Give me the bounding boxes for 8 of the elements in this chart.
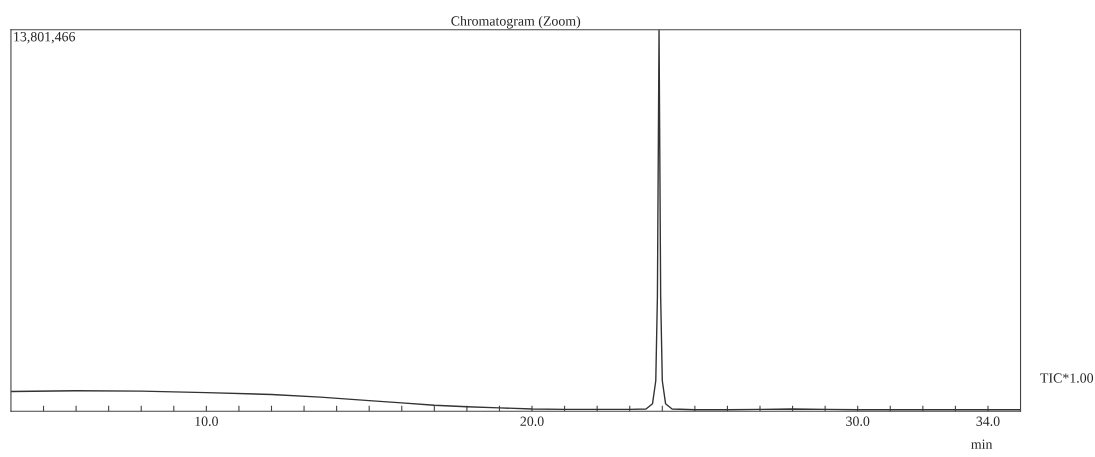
x-tick-label: 20.0 — [520, 416, 544, 426]
x-tick-label: 30.0 — [846, 416, 870, 426]
text: TIC*1.00 — [1040, 373, 1094, 383]
annotation: 13,801,466 — [14, 32, 76, 44]
x-tick-label: 34.0 — [976, 416, 1000, 426]
x-tick-label: 10.0 — [195, 416, 218, 426]
x-axis-title: min — [971, 439, 993, 449]
chart-title: Chromatogram (Zoom) — [451, 15, 581, 29]
